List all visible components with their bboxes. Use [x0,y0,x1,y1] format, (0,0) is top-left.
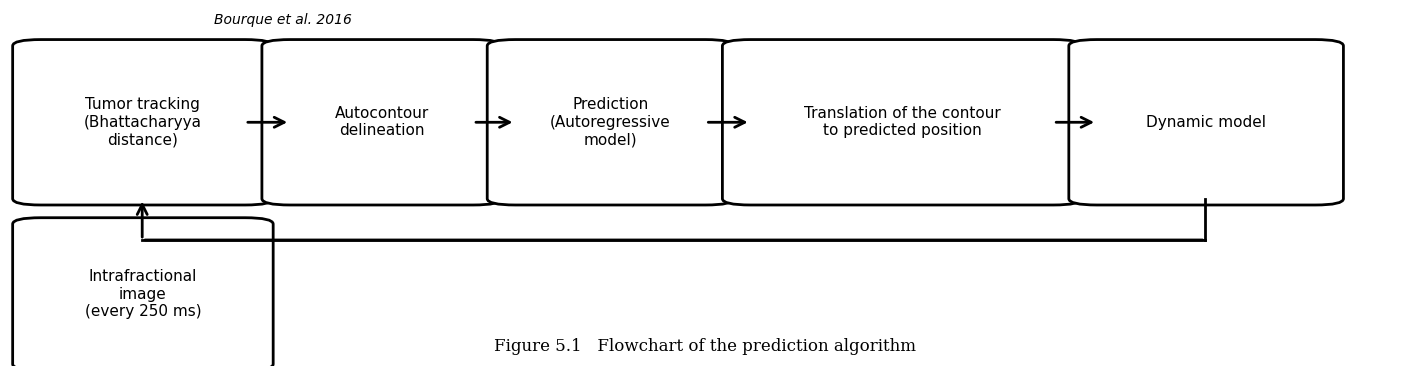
FancyBboxPatch shape [13,218,274,366]
FancyBboxPatch shape [1068,40,1343,205]
Text: Prediction
(Autoregressive
model): Prediction (Autoregressive model) [550,97,670,147]
FancyBboxPatch shape [722,40,1081,205]
Text: Intrafractional
image
(every 250 ms): Intrafractional image (every 250 ms) [85,269,202,319]
Text: Autocontour
delineation: Autocontour delineation [334,106,429,138]
FancyBboxPatch shape [487,40,734,205]
Text: Tumor tracking
(Bhattacharyya
distance): Tumor tracking (Bhattacharyya distance) [83,97,202,147]
Text: Bourque et al. 2016: Bourque et al. 2016 [214,13,351,27]
FancyBboxPatch shape [262,40,501,205]
Text: Dynamic model: Dynamic model [1146,115,1266,130]
Text: Figure 5.1   Flowchart of the prediction algorithm: Figure 5.1 Flowchart of the prediction a… [494,338,917,355]
FancyBboxPatch shape [13,40,274,205]
Text: Translation of the contour
to predicted position: Translation of the contour to predicted … [804,106,1000,138]
